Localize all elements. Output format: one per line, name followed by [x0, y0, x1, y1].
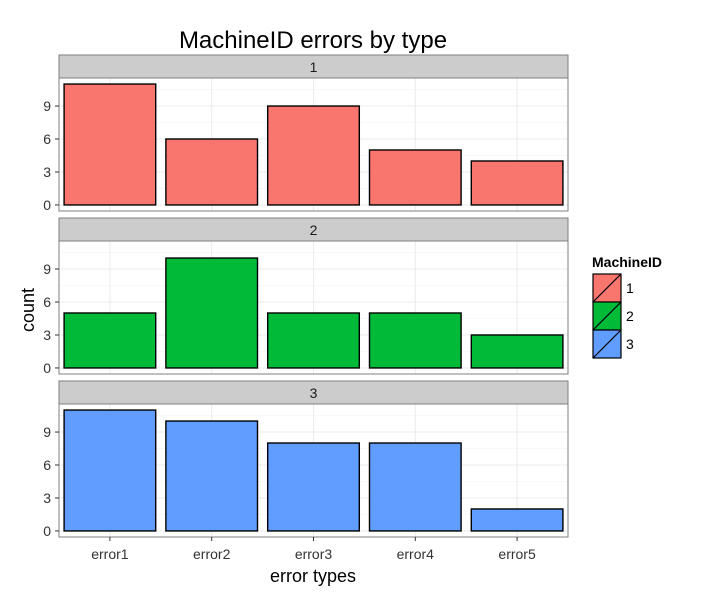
y-tick-label: 9	[43, 424, 51, 440]
legend-label: 2	[626, 308, 634, 324]
x-axis-ticks: error1 error2 error3 error4 error5	[91, 537, 536, 562]
facet-strip-label: 2	[310, 222, 318, 238]
legend: MachineID 1 2 3	[592, 254, 662, 359]
bar-1-error2	[165, 138, 259, 206]
facet-strip-label: 1	[310, 59, 318, 75]
y-tick-label: 3	[43, 327, 51, 343]
y-tick-label: 0	[43, 523, 51, 539]
y-tick-label: 9	[43, 261, 51, 277]
y-tick-label: 0	[43, 360, 51, 376]
y-tick-label: 6	[43, 457, 51, 473]
legend-item-3: 3	[592, 329, 634, 359]
facet-panels: 1 0 3 6 9 2 0 3 6 9 3 0 3 6 9	[43, 54, 569, 539]
y-axis-title: count	[18, 288, 38, 332]
legend-item-2: 2	[592, 301, 634, 331]
y-tick-label: 3	[43, 164, 51, 180]
bar-3-error4	[368, 442, 462, 532]
bar-3-error3	[266, 442, 361, 532]
y-tick-label: 6	[43, 131, 51, 147]
bar-1-error5	[470, 160, 564, 206]
bar-3-error2	[165, 420, 259, 532]
panel-border	[58, 240, 569, 375]
legend-label: 3	[626, 336, 634, 352]
facet-panel-1: 1 0 3 6 9	[43, 54, 569, 213]
x-tick-label: error2	[193, 546, 231, 562]
bar-2-error1	[63, 312, 157, 369]
bar-1-error3	[266, 105, 361, 206]
bar-2-error5	[470, 334, 564, 369]
bar-2-error2	[165, 257, 259, 369]
bar-2-error3	[266, 312, 361, 369]
bar-3-error1	[63, 409, 157, 532]
x-tick-label: error5	[498, 546, 536, 562]
y-tick-label: 3	[43, 490, 51, 506]
legend-key-slash	[592, 273, 622, 303]
legend-key-slash	[592, 329, 622, 359]
facet-strip-label: 3	[310, 385, 318, 401]
facet-panel-3: 3 0 3 6 9	[43, 380, 569, 539]
x-axis-title: error types	[270, 566, 356, 586]
bar-1-error1	[63, 83, 157, 206]
x-tick-label: error1	[91, 546, 129, 562]
legend-item-1: 1	[592, 273, 634, 303]
facet-panel-2: 2 0 3 6 9	[43, 217, 569, 376]
bar-1-error4	[368, 149, 462, 206]
x-tick-label: error3	[295, 546, 333, 562]
chart-title: MachineID errors by type	[179, 27, 447, 54]
legend-key-slash	[592, 301, 622, 331]
x-tick-label: error4	[397, 546, 435, 562]
bar-2-error4	[368, 312, 462, 369]
bar-3-error5	[470, 508, 564, 532]
y-tick-label: 0	[43, 197, 51, 213]
legend-title: MachineID	[592, 254, 662, 270]
panel-border	[58, 77, 569, 212]
y-tick-label: 9	[43, 98, 51, 114]
y-tick-label: 6	[43, 294, 51, 310]
legend-label: 1	[626, 280, 634, 296]
